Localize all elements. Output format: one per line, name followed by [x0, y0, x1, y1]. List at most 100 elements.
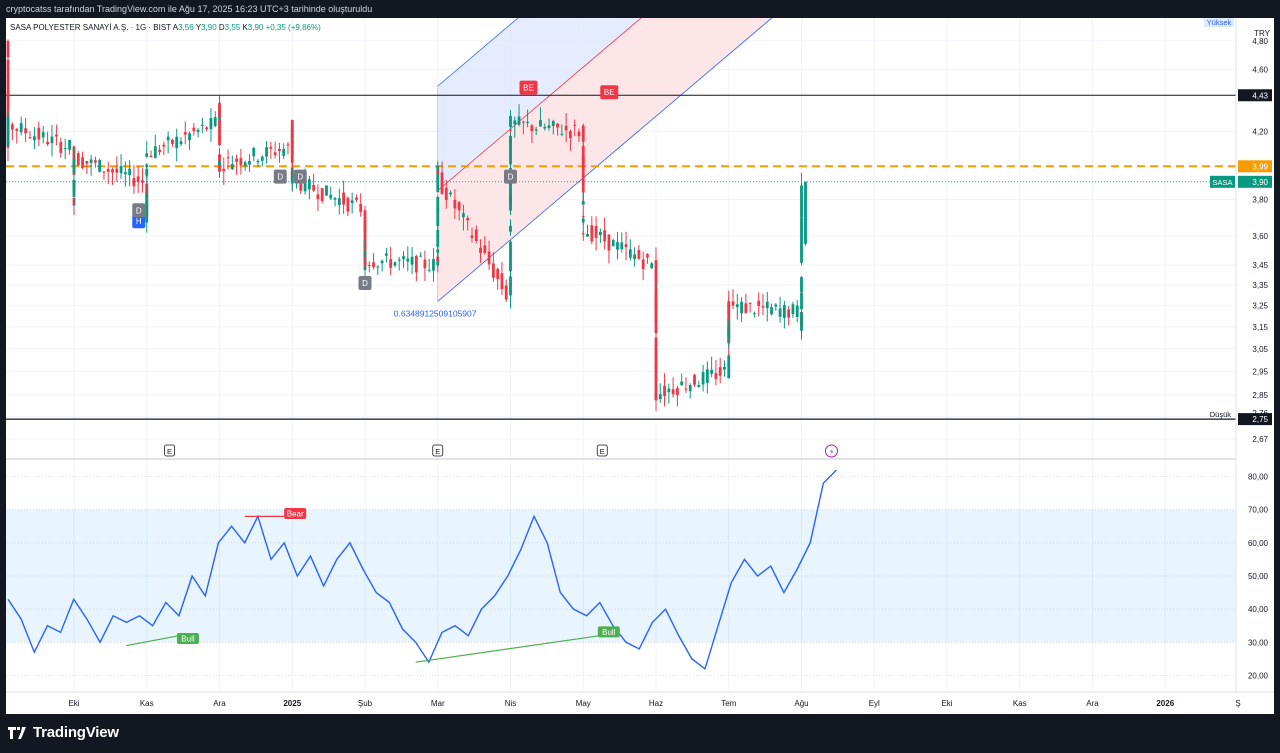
candle-body	[286, 144, 290, 146]
candle-body	[329, 194, 333, 199]
candle-body	[714, 373, 718, 379]
candle-body	[513, 120, 517, 125]
candle-body	[59, 142, 63, 153]
candle-body	[701, 372, 705, 385]
candle-body	[641, 259, 645, 270]
candle-body	[723, 366, 726, 370]
pivot-marker-label: D	[362, 279, 368, 288]
candle-body	[136, 176, 140, 183]
candle-body	[145, 183, 149, 207]
candle-body	[367, 265, 371, 267]
candle-body	[11, 124, 14, 130]
price-axis-badge-label: 4,43	[1252, 91, 1268, 100]
rsi-tick: 40,00	[1248, 605, 1269, 614]
candle-body	[539, 120, 542, 127]
candle-body	[436, 165, 440, 187]
bear-tag-label: Bear	[287, 510, 304, 519]
candle-body	[500, 273, 504, 290]
pivot-marker	[358, 276, 372, 291]
bull-tag	[597, 626, 620, 638]
channel-lower-line	[437, 18, 773, 302]
lightning-glyph: ⚡	[829, 448, 835, 457]
candle-body	[560, 133, 564, 135]
candle-body	[457, 202, 461, 211]
low-marker-label: Düşük	[1210, 410, 1232, 419]
candle-body	[175, 136, 179, 149]
candle-body	[474, 229, 478, 242]
tradingview-logo[interactable]: TradingView	[8, 724, 119, 741]
rsi-tick: 70,00	[1248, 506, 1269, 515]
candle-body	[800, 312, 803, 331]
candle-body	[389, 259, 393, 268]
tradingview-logo-icon	[8, 726, 26, 739]
candle-body	[303, 176, 307, 192]
candle-body	[128, 168, 132, 175]
candle-body	[453, 199, 457, 209]
candle-body	[624, 244, 628, 248]
price-tick: 4,60	[1252, 66, 1268, 75]
candle-body	[633, 254, 637, 260]
candle-body	[188, 133, 191, 141]
pivot-marker-label: D	[508, 173, 514, 182]
candle-body	[436, 208, 440, 226]
symbol-legend: SASA POLYESTER SANAYİ A.Ş. · 1G · BIST A…	[10, 23, 321, 32]
candle-body	[28, 137, 32, 139]
candle-body	[765, 301, 769, 309]
candle-body	[342, 192, 346, 205]
chart-frame[interactable]: 0.6348912509105907 H D D D D D BE BE E E E ⚡ Bear Bull…	[6, 18, 1274, 714]
candle-body	[414, 255, 418, 273]
price-axis-badge	[1238, 160, 1272, 173]
candle-body	[81, 157, 84, 168]
candle-body	[230, 163, 234, 170]
candle-body	[316, 194, 320, 200]
candle-body	[795, 305, 799, 317]
candle-body	[384, 253, 388, 256]
candle-body	[671, 389, 675, 395]
currency-label: TRY	[1254, 29, 1271, 38]
candle-body	[55, 134, 58, 137]
candle-body	[158, 149, 161, 153]
candle-body	[218, 102, 221, 118]
time-tick: 2025	[283, 699, 301, 708]
candle-body	[166, 136, 170, 141]
price-tick: 2,67	[1252, 435, 1268, 444]
candle-body	[667, 388, 671, 393]
price-tick: 3,25	[1252, 302, 1268, 311]
candle-body	[577, 131, 581, 137]
candle-body	[419, 255, 423, 257]
earnings-marker	[432, 444, 444, 457]
candle-body	[106, 169, 110, 172]
candle-body	[119, 166, 123, 174]
candle-body	[252, 147, 256, 157]
candle-body	[350, 200, 354, 203]
channel-mid-line	[437, 18, 642, 191]
candle-body	[658, 394, 662, 400]
time-tick: 2026	[1156, 699, 1174, 708]
high-marker-badge	[1204, 18, 1234, 27]
candle-body	[547, 125, 551, 129]
time-tick: Mar	[431, 699, 445, 708]
candle-body	[509, 138, 512, 165]
candle-body	[141, 180, 144, 183]
candle-body	[650, 263, 654, 269]
bull-tag	[176, 632, 199, 644]
time-tick: Şub	[358, 699, 373, 708]
pivot-marker-label: D	[297, 173, 303, 182]
candle-body	[705, 369, 709, 383]
candle-body	[6, 132, 10, 146]
rsi-tick: 30,00	[1248, 638, 1269, 647]
candle-body	[6, 40, 10, 58]
candle-body	[423, 259, 427, 269]
candle-body	[530, 125, 534, 132]
candle-body	[479, 247, 482, 254]
candle-body	[509, 225, 512, 232]
candle-body	[693, 375, 696, 385]
candle-body	[372, 262, 375, 268]
earnings-marker	[164, 444, 175, 457]
candle-body	[111, 169, 114, 173]
candle-body	[800, 185, 803, 218]
candle-body	[449, 192, 452, 195]
candle-body	[359, 203, 363, 213]
candle-body	[37, 127, 41, 140]
